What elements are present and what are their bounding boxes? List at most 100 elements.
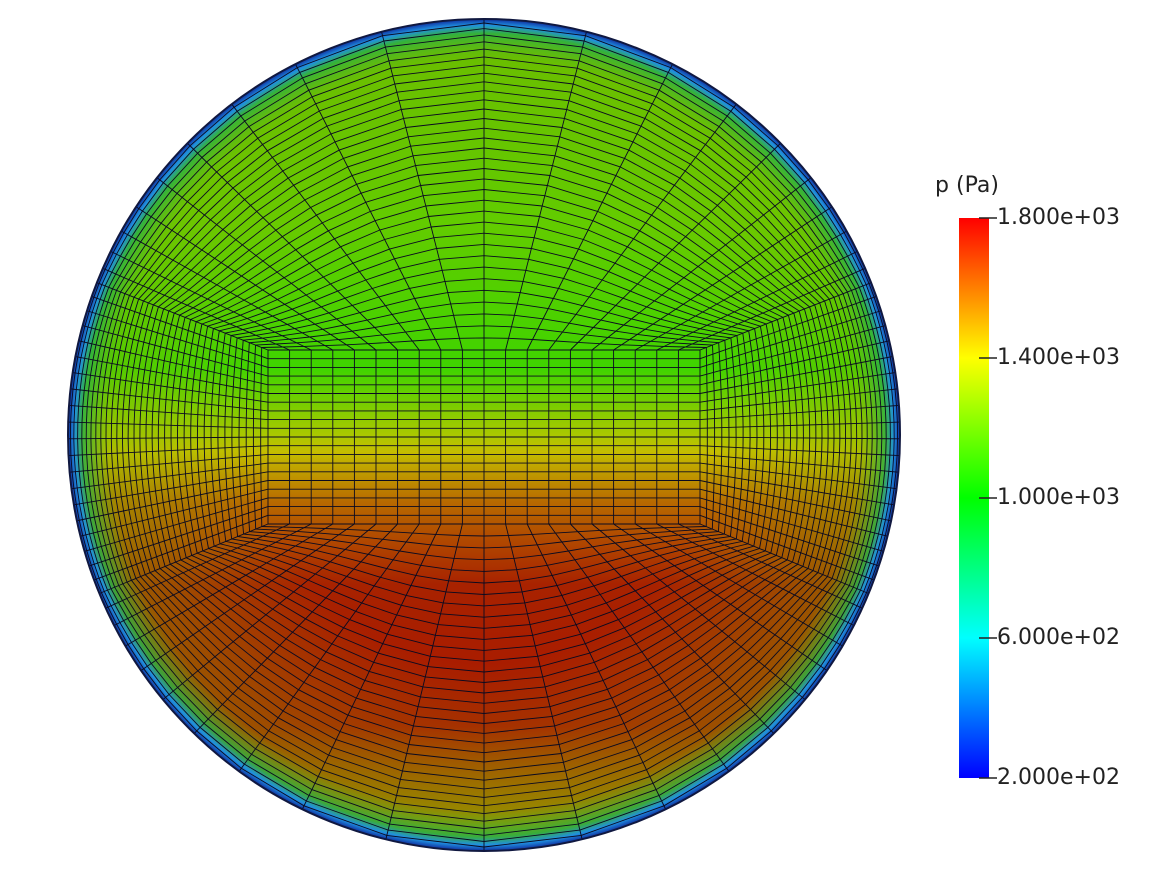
mesh-line [196, 232, 772, 640]
mesh-line [591, 523, 806, 700]
mesh-line [385, 523, 463, 840]
disk-outline [67, 18, 901, 852]
mesh-line [75, 356, 269, 394]
mesh-line [217, 266, 751, 607]
mesh-line [591, 177, 812, 351]
mesh-line [73, 471, 269, 506]
colorbar-tick-label: 1.000e+03 [997, 485, 1120, 510]
mesh-line [505, 31, 587, 351]
mesh-line [699, 310, 882, 368]
mesh-line [699, 372, 896, 403]
mesh-line [69, 404, 269, 421]
mesh-line [110, 250, 312, 351]
mesh-line [170, 189, 798, 683]
mesh-line [100, 72, 868, 798]
mesh-line [90, 56, 878, 815]
mesh-line [91, 296, 269, 360]
mesh-line [69, 453, 269, 473]
mesh-line [260, 337, 708, 537]
mesh-line [699, 421, 900, 429]
mesh-line [116, 99, 852, 772]
mesh-line [133, 127, 835, 744]
mesh-line [72, 372, 269, 403]
mesh-line [145, 147, 823, 724]
mesh-line [125, 523, 334, 647]
mesh-line [699, 471, 895, 506]
mesh-line [68, 421, 269, 429]
mesh-line [96, 282, 269, 351]
mesh-line [699, 523, 869, 594]
mesh-line [156, 177, 377, 351]
mesh [68, 19, 900, 851]
mesh-line [699, 340, 890, 386]
mesh-line [88, 506, 269, 567]
mesh-line [245, 313, 723, 561]
mesh-line [80, 488, 269, 537]
mesh-line [164, 178, 804, 694]
mesh-line [105, 81, 863, 790]
mesh-line [162, 523, 377, 700]
colorbar-title: p (Pa) [935, 173, 999, 198]
mesh-line [570, 142, 781, 351]
mesh-line [82, 325, 269, 377]
mesh-line [570, 523, 775, 734]
mesh-line [105, 523, 290, 609]
mesh-line [183, 210, 785, 662]
mesh-line [613, 523, 828, 671]
mesh-line [177, 199, 791, 673]
mesh-line [238, 523, 420, 772]
mesh-line [231, 103, 420, 351]
mesh-line [699, 388, 898, 412]
mesh-line [526, 63, 673, 351]
mesh-line [85, 48, 883, 822]
mesh-line [678, 267, 866, 351]
mesh-line [699, 497, 884, 552]
mesh-line [699, 356, 893, 394]
mesh-line [203, 243, 765, 629]
mesh-line [68, 445, 269, 457]
mesh-line [121, 230, 334, 351]
colorbar-tick-label: 2.000e+02 [997, 765, 1120, 790]
mesh-line [187, 142, 398, 351]
mesh-line [678, 523, 863, 609]
mesh-line [548, 523, 730, 772]
mesh-line [656, 523, 855, 626]
mesh-line [68, 436, 269, 440]
mesh-line [656, 250, 858, 351]
mesh-line [613, 206, 833, 351]
mesh-line [71, 462, 269, 490]
mesh-line [93, 514, 269, 581]
colorbar: 2.000e+02 6.000e+02 1.000e+03 1.400e+03 1.80… [959, 205, 1120, 790]
mesh-line [127, 118, 841, 754]
mesh-line [77, 34, 891, 836]
mesh-line [102, 267, 290, 351]
mesh-line [301, 523, 442, 810]
mesh-line [99, 523, 269, 594]
mesh-line [699, 436, 900, 440]
mesh-line [526, 523, 667, 810]
mesh-line [113, 523, 312, 626]
mesh-line [699, 445, 900, 457]
mesh-line [139, 137, 829, 734]
mesh-line [193, 523, 398, 734]
mesh-line [224, 278, 744, 595]
colorbar-tick-label: 1.800e+03 [997, 205, 1120, 230]
mesh-line [86, 310, 269, 368]
mesh-line [210, 255, 758, 618]
mesh-line [76, 480, 269, 522]
mesh-line [238, 301, 730, 572]
mesh-line [634, 523, 843, 647]
mesh-line [121, 108, 847, 763]
mesh-line [548, 103, 737, 351]
colorbar-tick-label: 1.400e+03 [997, 345, 1120, 370]
mesh-line [70, 22, 898, 848]
mesh-line [699, 282, 872, 351]
mesh-line [151, 157, 817, 714]
mesh-line [699, 325, 886, 377]
mesh-line [157, 168, 811, 704]
mesh-line [699, 480, 892, 522]
mesh-line [699, 506, 880, 567]
mesh-line [699, 514, 875, 581]
mesh-line [231, 289, 737, 584]
